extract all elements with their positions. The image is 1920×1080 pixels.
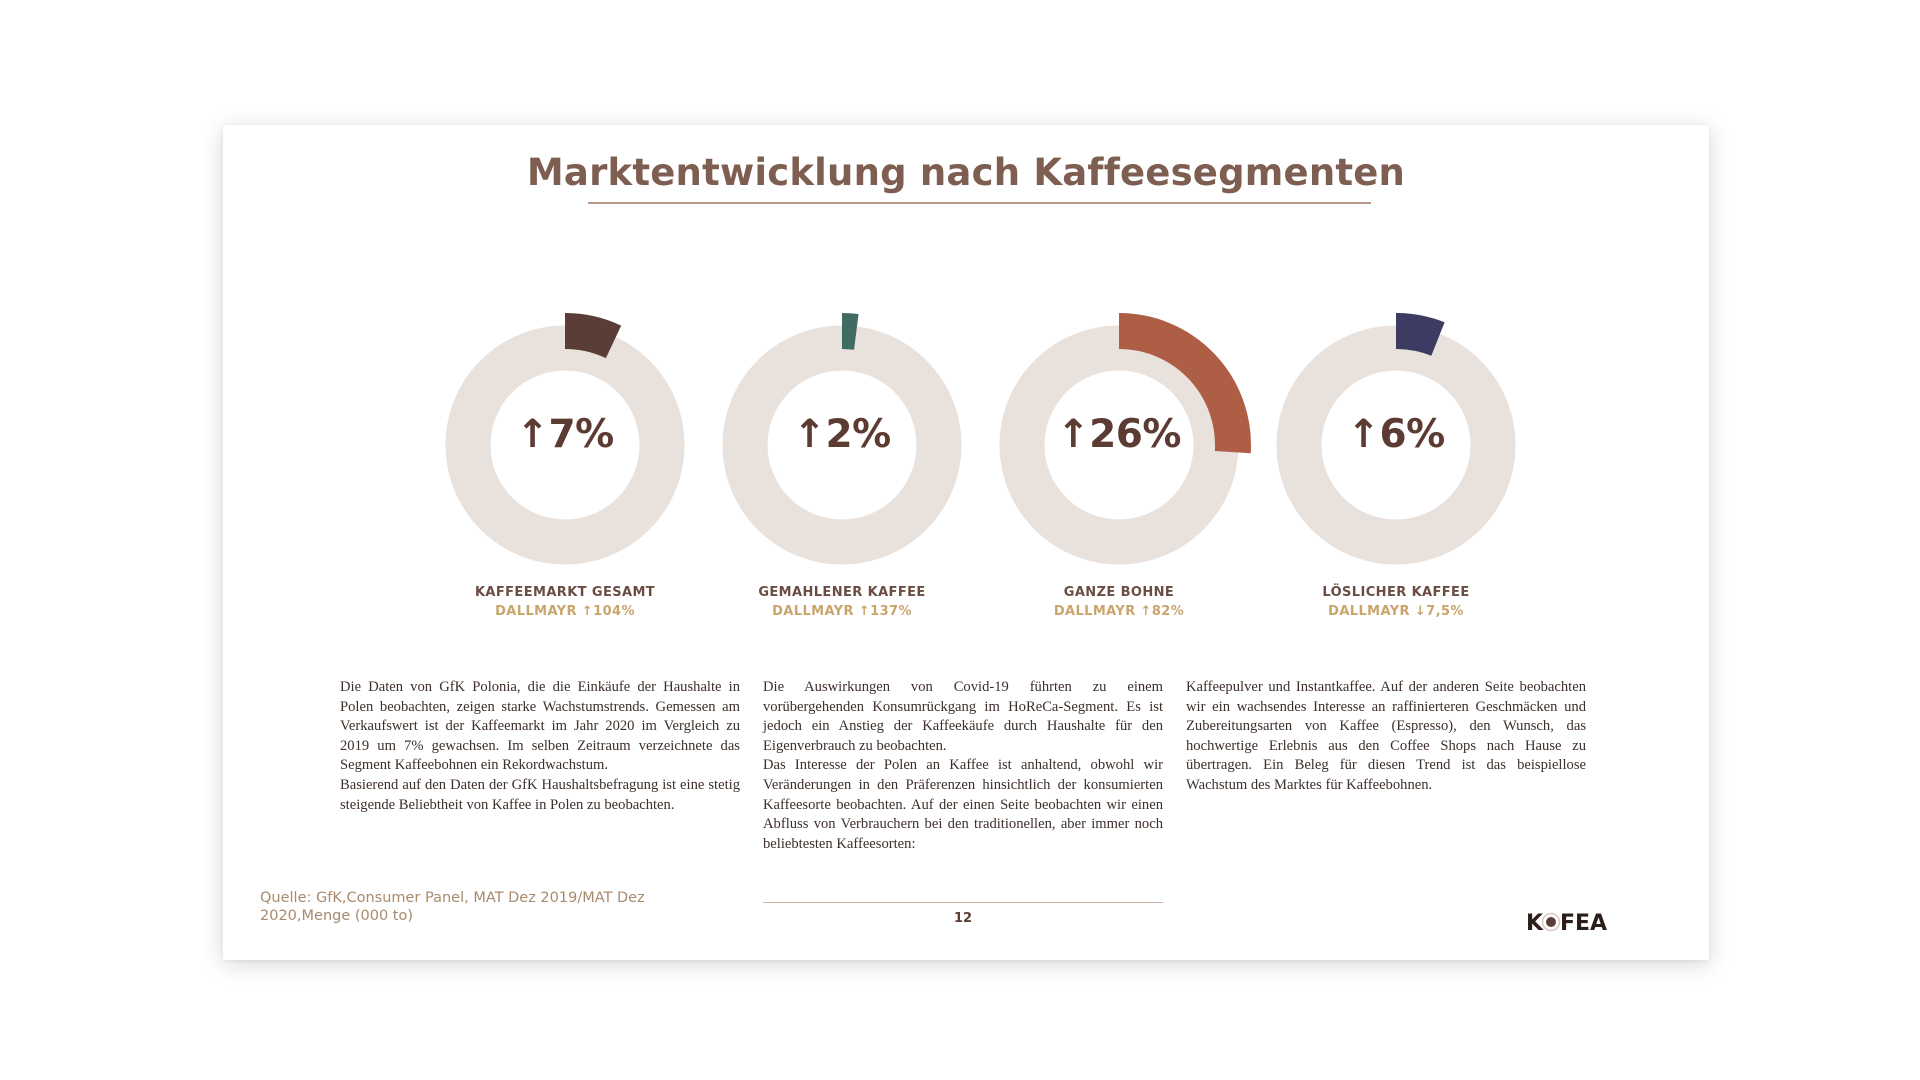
donut-slice — [564, 313, 622, 359]
source-note: Quelle: GfK,Consumer Panel, MAT Dez 2019… — [260, 890, 645, 924]
growth-percent: ↑2% — [793, 412, 891, 457]
text-column-2: Die Auswirkungen von Covid-19 führten zu… — [763, 678, 1163, 854]
donut-chart-gemahlener-kaffee: ↑2% GEMAHLENER KAFFEE DALLMAYR ↑137% — [702, 305, 982, 635]
text-column-1: Die Daten von GfK Polonia, die die Einkä… — [340, 678, 740, 815]
donut-svg — [722, 313, 962, 565]
brand-growth-label: DALLMAYR ↑104% — [495, 604, 635, 619]
donut-chart-kaffeemarkt-gesamt: ↑7% KAFFEEMARKT GESAMT DALLMAYR ↑104% — [425, 305, 705, 635]
donut-chart-loeslicher-kaffee: ↑6% LÖSLICHER KAFFEE DALLMAYR ↓7,5% — [1256, 305, 1536, 635]
svg-text:FEA: FEA — [1560, 911, 1607, 936]
coffee-cup-icon — [1541, 912, 1561, 932]
paragraph: Basierend auf den Daten der GfK Haushalt… — [340, 776, 740, 813]
donut-slice — [1118, 313, 1251, 454]
donut-slice — [1395, 313, 1445, 356]
donut-slice — [841, 313, 859, 350]
donut-chart-ganze-bohne: ↑26% GANZE BOHNE DALLMAYR ↑82% — [979, 305, 1259, 635]
growth-percent: ↑7% — [516, 412, 614, 457]
segment-label: LÖSLICHER KAFFEE — [1322, 585, 1470, 600]
page-title: Marktentwicklung nach Kaffeesegmenten — [526, 151, 1406, 194]
page-number: 12 — [953, 911, 973, 926]
segment-label: KAFFEEMARKT GESAMT — [474, 585, 656, 600]
slide: Marktentwicklung nach Kaffeesegmenten ↑7… — [223, 125, 1709, 960]
brand-growth-label: DALLMAYR ↑82% — [1053, 604, 1185, 619]
kofea-logo: K FEA — [1526, 911, 1607, 936]
paragraph: Die Daten von GfK Polonia, die die Einkä… — [340, 679, 740, 774]
growth-percent: ↑6% — [1347, 412, 1445, 457]
donut-svg — [999, 313, 1251, 565]
donut-svg — [1276, 313, 1516, 565]
growth-percent: ↑26% — [1056, 412, 1182, 457]
svg-text:K: K — [1526, 911, 1544, 936]
paragraph: Kaffeepulver und Instantkaffee. Auf der … — [1186, 679, 1586, 793]
text-column-3: Kaffeepulver und Instantkaffee. Auf der … — [1186, 678, 1586, 796]
title-underline — [588, 202, 1371, 204]
paragraph: Die Auswirkungen von Covid-19 führten zu… — [763, 679, 1163, 754]
donut-svg — [445, 313, 685, 565]
paragraph: Das Interesse der Polen an Kaffee ist an… — [763, 757, 1163, 852]
footer-divider — [763, 902, 1163, 903]
brand-growth-label: DALLMAYR ↑137% — [772, 604, 912, 619]
segment-label: GEMAHLENER KAFFEE — [758, 585, 926, 600]
brand-growth-label: DALLMAYR ↓7,5% — [1328, 604, 1464, 619]
segment-label: GANZE BOHNE — [1063, 585, 1175, 600]
